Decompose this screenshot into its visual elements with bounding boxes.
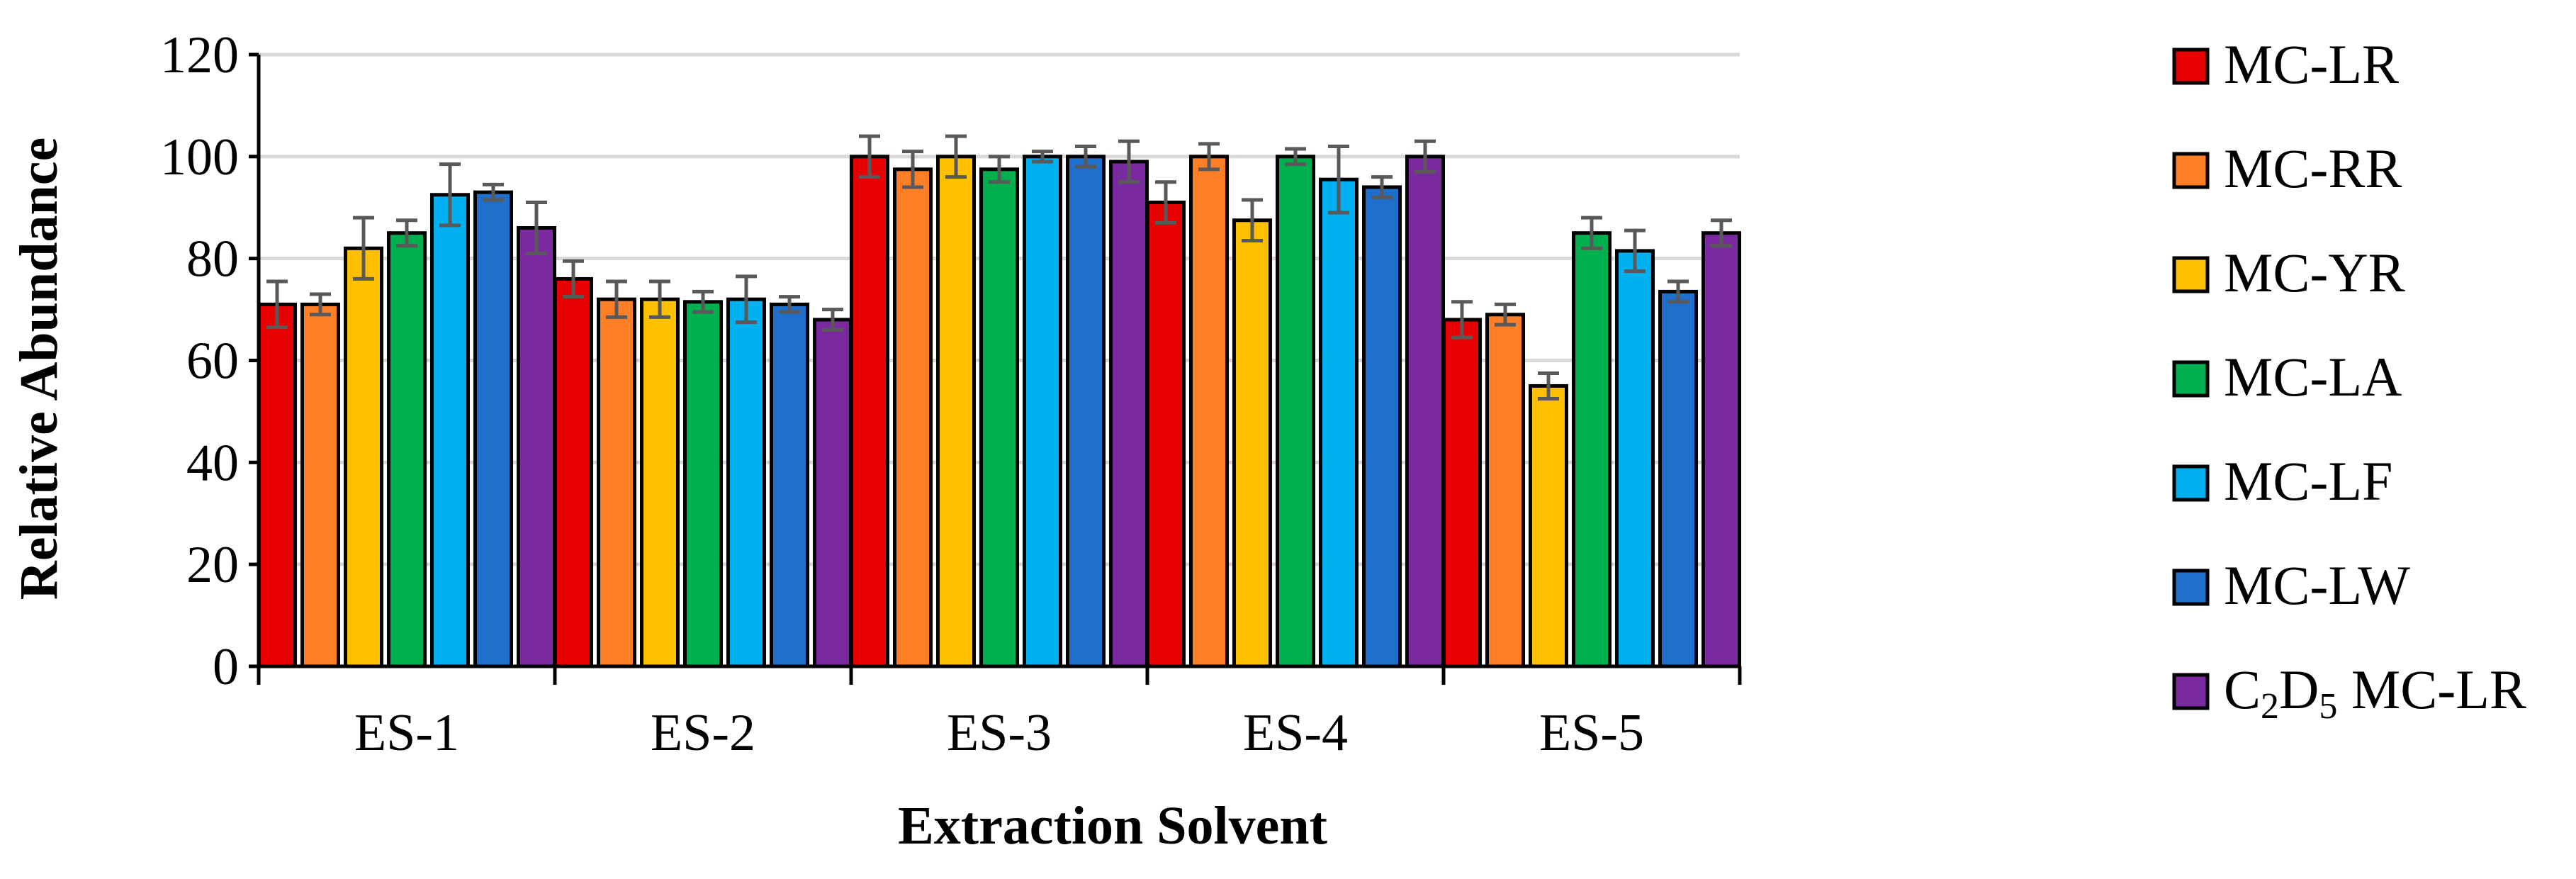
bar-mc-yr-es-5	[1529, 383, 1568, 668]
x-category-label: ES-1	[354, 704, 459, 762]
legend-swatch	[2172, 464, 2210, 502]
legend-swatch	[2172, 152, 2210, 189]
x-category-label: ES-5	[1539, 704, 1644, 762]
x-category-labels: ES-1 ES-2 ES-3 ES-4 ES-5	[354, 704, 1644, 762]
bar-mc-la-es-2	[683, 300, 723, 668]
bar-mc-lw-es-5	[1658, 289, 1698, 668]
y-tick-labels: 0 20 40 60 80 100 120	[160, 26, 239, 696]
bar-c2d5-mc-lr-es-2	[813, 318, 853, 668]
legend-label: MC-LW	[2224, 554, 2410, 616]
legend-swatch	[2172, 569, 2210, 606]
x-category-label: ES-2	[651, 704, 755, 762]
bar-mc-rr-es-5	[1485, 313, 1525, 668]
bar-mc-lw-es-1	[473, 190, 513, 668]
x-axis-title: Extraction Solvent	[898, 796, 1327, 856]
bar-mc-yr-es-3	[936, 155, 976, 668]
bar-mc-lf-es-4	[1319, 177, 1359, 668]
legend-text-part: D	[2279, 659, 2319, 720]
legend-label: MC-RR	[2224, 138, 2402, 199]
legend-swatch	[2172, 673, 2210, 710]
y-tick-label: 120	[160, 26, 239, 84]
legend-label: MC-YR	[2224, 242, 2405, 303]
legend-text-part: MC-LR	[2337, 659, 2526, 720]
error-bars-group	[266, 134, 1732, 401]
bar-mc-la-es-4	[1276, 155, 1315, 668]
bar-mc-lf-es-1	[430, 193, 470, 668]
bar-c2d5-mc-lr-es-5	[1702, 231, 1741, 668]
legend-swatch	[2172, 47, 2210, 85]
bar-mc-la-es-5	[1572, 231, 1612, 668]
x-category-label: ES-4	[1243, 704, 1348, 762]
y-tick-label: 80	[186, 230, 239, 289]
bar-mc-lr-es-4	[1146, 201, 1186, 668]
bar-mc-lr-es-3	[850, 155, 889, 668]
bar-mc-rr-es-4	[1189, 155, 1229, 668]
legend-label-c2d5-mc-lr: C2D5 MC-LR	[2224, 659, 2526, 727]
legend-swatch	[2172, 360, 2210, 398]
bar-mc-rr-es-2	[597, 297, 636, 668]
legend-label: MC-LR	[2224, 33, 2399, 95]
legend-subscript: 2	[2261, 686, 2279, 727]
bar-mc-lf-es-5	[1615, 249, 1655, 668]
bar-mc-lr-es-2	[553, 276, 593, 668]
bar-mc-rr-es-3	[893, 167, 933, 668]
y-tick-label: 40	[186, 434, 239, 492]
bar-mc-lf-es-2	[726, 297, 766, 668]
y-tick-label: 100	[160, 128, 239, 186]
bar-mc-yr-es-1	[344, 246, 383, 668]
legend-swatch	[2172, 256, 2210, 293]
bar-mc-lw-es-2	[770, 302, 809, 668]
bars-group	[257, 155, 1741, 668]
bar-c2d5-mc-lr-es-4	[1405, 155, 1445, 668]
legend-label: MC-LA	[2224, 346, 2402, 408]
bar-mc-yr-es-4	[1232, 218, 1272, 668]
y-tick-label: 0	[213, 638, 239, 696]
y-axis-title: Relative Abundance	[9, 138, 69, 600]
bar-mc-lf-es-3	[1023, 155, 1062, 668]
legend-subscript: 5	[2319, 686, 2337, 727]
bar-c2d5-mc-lr-es-1	[517, 226, 556, 668]
axes	[249, 52, 1742, 685]
bar-mc-lw-es-4	[1362, 185, 1402, 668]
legend-label: MC-LF	[2224, 450, 2392, 512]
y-tick-label: 60	[186, 332, 239, 391]
bar-c2d5-mc-lr-es-3	[1109, 159, 1149, 668]
bar-mc-la-es-3	[979, 167, 1019, 668]
y-tick-label: 20	[186, 536, 239, 594]
bar-mc-lw-es-3	[1066, 155, 1106, 668]
bar-mc-la-es-1	[387, 231, 427, 668]
bar-mc-lr-es-5	[1442, 318, 1482, 668]
legend-text-part: C	[2224, 659, 2261, 720]
x-category-label: ES-3	[947, 704, 1052, 762]
bar-mc-rr-es-1	[300, 302, 340, 668]
legend: MC-LR MC-RR MC-YR MC-LA MC-LF MC-LW C2D5 MC-LR	[2172, 33, 2526, 727]
bar-mc-yr-es-2	[640, 297, 680, 668]
bar-mc-lr-es-1	[257, 302, 297, 668]
